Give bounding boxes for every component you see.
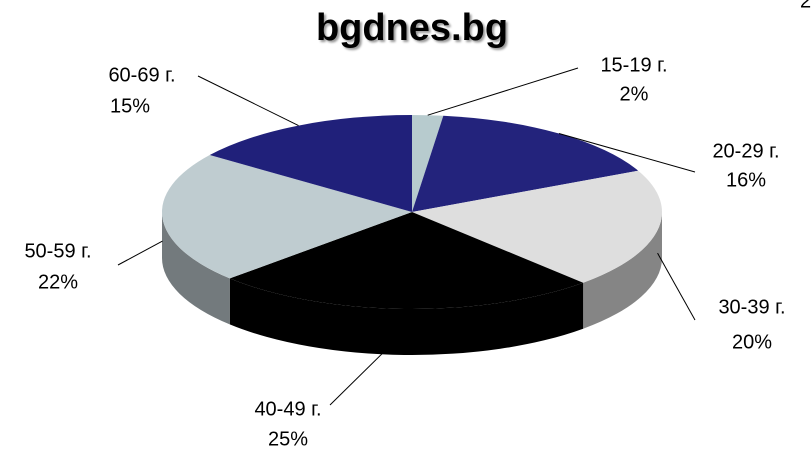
value-label: 25% xyxy=(268,428,308,450)
value-label: 2% xyxy=(620,83,649,105)
leader-line xyxy=(427,67,579,116)
category-label: 40-49 г. xyxy=(254,398,321,420)
pie-slice xyxy=(209,115,412,212)
pie-side xyxy=(229,278,584,355)
pie-slice xyxy=(229,212,584,309)
category-label: 20-29 г. xyxy=(712,140,779,162)
category-label: 60-69 г. xyxy=(108,64,175,86)
pie-slice xyxy=(412,115,444,212)
leader-line xyxy=(197,75,299,127)
pie-slice xyxy=(412,170,663,283)
leader-line xyxy=(657,252,696,321)
value-label: 20% xyxy=(732,331,772,353)
pie-slice xyxy=(412,115,639,212)
annotation: 2 xyxy=(800,0,811,12)
pie-side xyxy=(583,212,662,329)
leader-line xyxy=(117,240,163,266)
leader-line xyxy=(558,133,696,173)
pie-slice xyxy=(162,154,412,279)
pie-side xyxy=(162,212,230,325)
leader-line xyxy=(329,331,405,406)
category-label: 30-39 г. xyxy=(718,296,785,318)
value-label: 15% xyxy=(110,95,150,117)
category-label: 50-59 г. xyxy=(24,240,91,262)
category-label: 15-19 г. xyxy=(600,54,667,76)
value-label: 22% xyxy=(38,271,78,293)
value-label: 16% xyxy=(726,169,766,191)
chart-title: bgdnes.bg xyxy=(316,7,508,49)
